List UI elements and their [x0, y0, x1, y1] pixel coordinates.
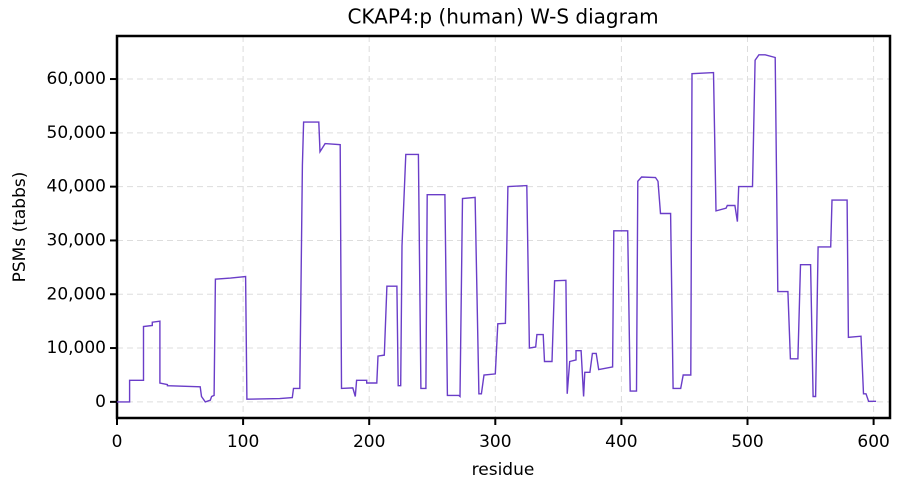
y-tick-label: 0 — [95, 392, 106, 412]
line — [117, 54, 877, 403]
y-tick-label: 10,000 — [47, 338, 106, 358]
y-tick-label: 40,000 — [47, 177, 106, 197]
plot-frame — [115, 34, 892, 420]
x-tick-label: 0 — [112, 432, 123, 452]
x-axis-label: residue — [472, 460, 535, 480]
x-tick-label: 600 — [857, 432, 889, 452]
x-tick-label: 100 — [227, 432, 259, 452]
y-tick-label: 20,000 — [47, 284, 106, 304]
x-tick-label: 500 — [731, 432, 763, 452]
x-tick-label: 400 — [605, 432, 637, 452]
chart-title: CKAP4:p (human) W-S diagram — [347, 5, 658, 29]
x-tick-label: 300 — [479, 432, 511, 452]
y-axis-label: PSMs (tabbs) — [10, 172, 30, 283]
y-tick-label: 30,000 — [47, 230, 106, 250]
y-tick-label: 50,000 — [47, 123, 106, 143]
x-tick-label: 200 — [353, 432, 385, 452]
y-tick-label: 60,000 — [47, 69, 106, 89]
